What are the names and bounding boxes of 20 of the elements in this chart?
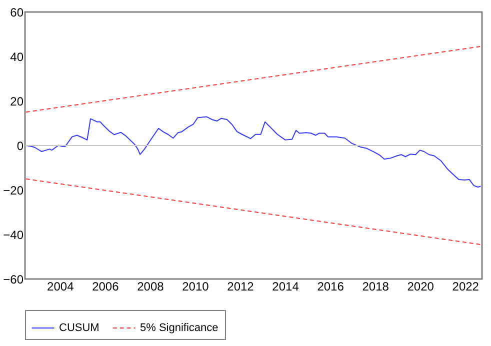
y-tick-label: 60 bbox=[10, 6, 24, 20]
x-tick-label: 2008 bbox=[137, 280, 164, 294]
y-tick-label: −20 bbox=[3, 184, 24, 198]
legend-label: 5% Significance bbox=[140, 322, 218, 334]
y-tick-label: −40 bbox=[3, 228, 24, 242]
y-tick-label: 0 bbox=[16, 139, 24, 153]
x-tick-label: 2020 bbox=[407, 280, 434, 294]
y-tick-label: 20 bbox=[10, 94, 24, 108]
x-tick-label: 2006 bbox=[92, 280, 120, 294]
x-tick-label: 2022 bbox=[452, 280, 480, 294]
line-series bbox=[25, 116, 482, 188]
x-tick-label: 2014 bbox=[272, 280, 300, 294]
y-tick-label: 40 bbox=[10, 50, 24, 64]
x-tick-label: 2016 bbox=[317, 280, 344, 294]
y-tick-label: −60 bbox=[3, 272, 24, 286]
x-tick-label: 2018 bbox=[362, 280, 390, 294]
legend-label: CUSUM bbox=[59, 322, 100, 334]
x-tick-label: 2012 bbox=[227, 280, 254, 294]
x-tick-label: 2004 bbox=[47, 280, 74, 294]
x-tick-label: 2010 bbox=[182, 280, 210, 294]
